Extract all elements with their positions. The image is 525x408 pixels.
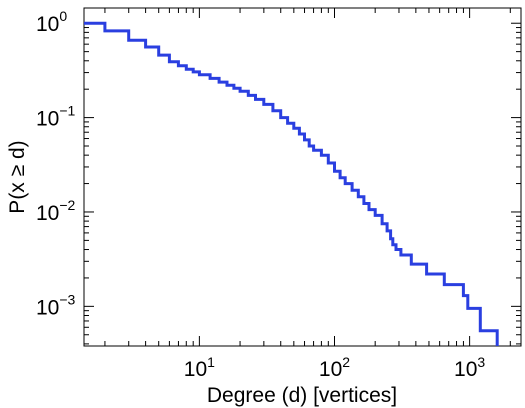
y-tick-label: 100: [36, 8, 67, 36]
plot-frame: [83, 7, 522, 347]
minor-ticks: [84, 8, 521, 346]
major-ticks: [84, 8, 521, 346]
ccdf-series-line: [84, 21, 499, 346]
y-axis-label: P(x ≥ d): [6, 140, 29, 213]
x-axis-label: Degree (d) [vertices]: [207, 384, 397, 407]
y-tick-label: 10−2: [36, 197, 76, 225]
x-tick-label: 101: [184, 354, 215, 381]
x-tick-label: 103: [454, 354, 485, 381]
y-tick-label: 10−1: [36, 103, 76, 131]
tick-labels: 101 102 103 100 10−1 10−2 10−3: [36, 8, 485, 381]
x-tick-label: 102: [319, 354, 350, 381]
y-tick-label: 10−3: [36, 291, 76, 319]
